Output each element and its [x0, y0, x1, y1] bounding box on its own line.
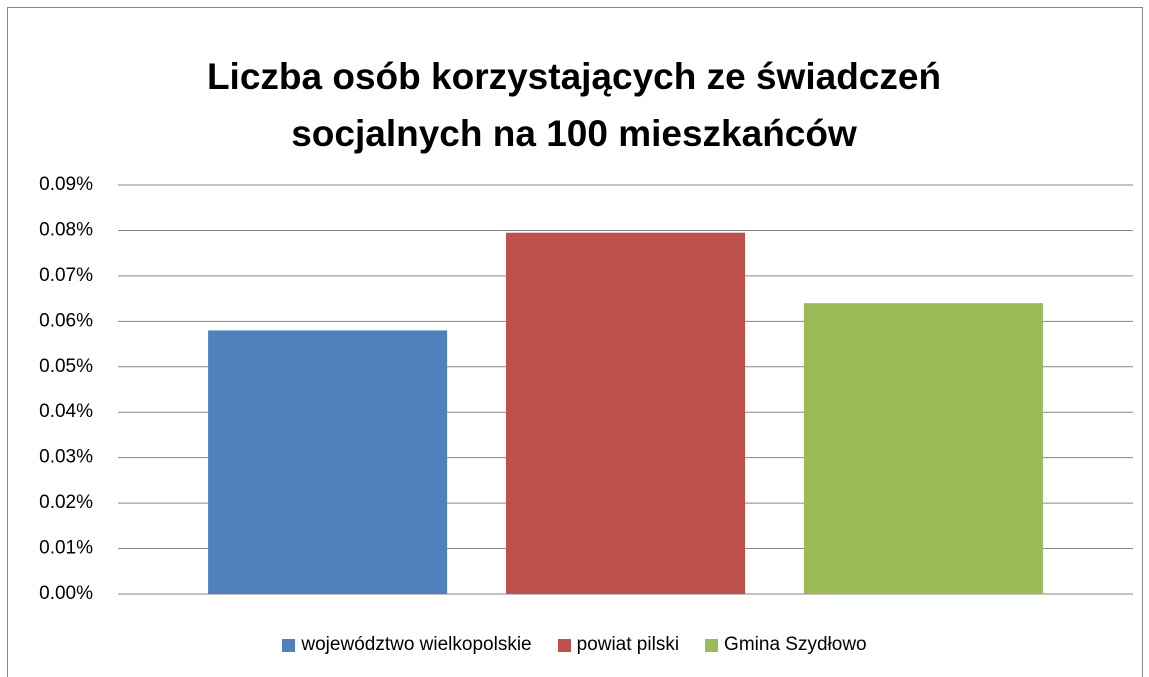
bar: [505, 232, 746, 594]
y-tick-label: 0.08%: [39, 219, 93, 240]
legend: województwo wielkopolskie powiat pilski Gm…: [0, 634, 1149, 656]
y-tick-label: 0.06%: [39, 310, 93, 331]
chart-title: Liczba osób korzystających ze świadczeń …: [206, 56, 942, 154]
legend-swatch: [705, 638, 719, 652]
bar: [803, 303, 1043, 594]
y-tick-label: 0.02%: [39, 492, 93, 513]
legend-item: powiat pilski: [557, 634, 680, 656]
legend-swatch: [557, 638, 571, 652]
chart-border: [7, 7, 1143, 677]
y-tick-label: 0.01%: [39, 538, 93, 559]
legend-label: Gmina Szydłowo: [724, 634, 867, 655]
y-tick-label: 0.03%: [39, 447, 93, 468]
legend-label: powiat pilski: [576, 634, 680, 655]
y-tick-label: 0.04%: [39, 401, 93, 422]
bar: [208, 330, 448, 594]
legend-item: Gmina Szydłowo: [705, 634, 867, 656]
y-tick-label: 0.09%: [39, 174, 93, 195]
y-tick-label: 0.00%: [39, 583, 93, 604]
legend-label: województwo wielkopolskie: [301, 634, 532, 655]
legend-swatch: [282, 638, 296, 652]
y-tick-label: 0.07%: [39, 265, 93, 286]
legend-item: województwo wielkopolskie: [282, 634, 532, 656]
y-tick-label: 0.05%: [39, 356, 93, 377]
